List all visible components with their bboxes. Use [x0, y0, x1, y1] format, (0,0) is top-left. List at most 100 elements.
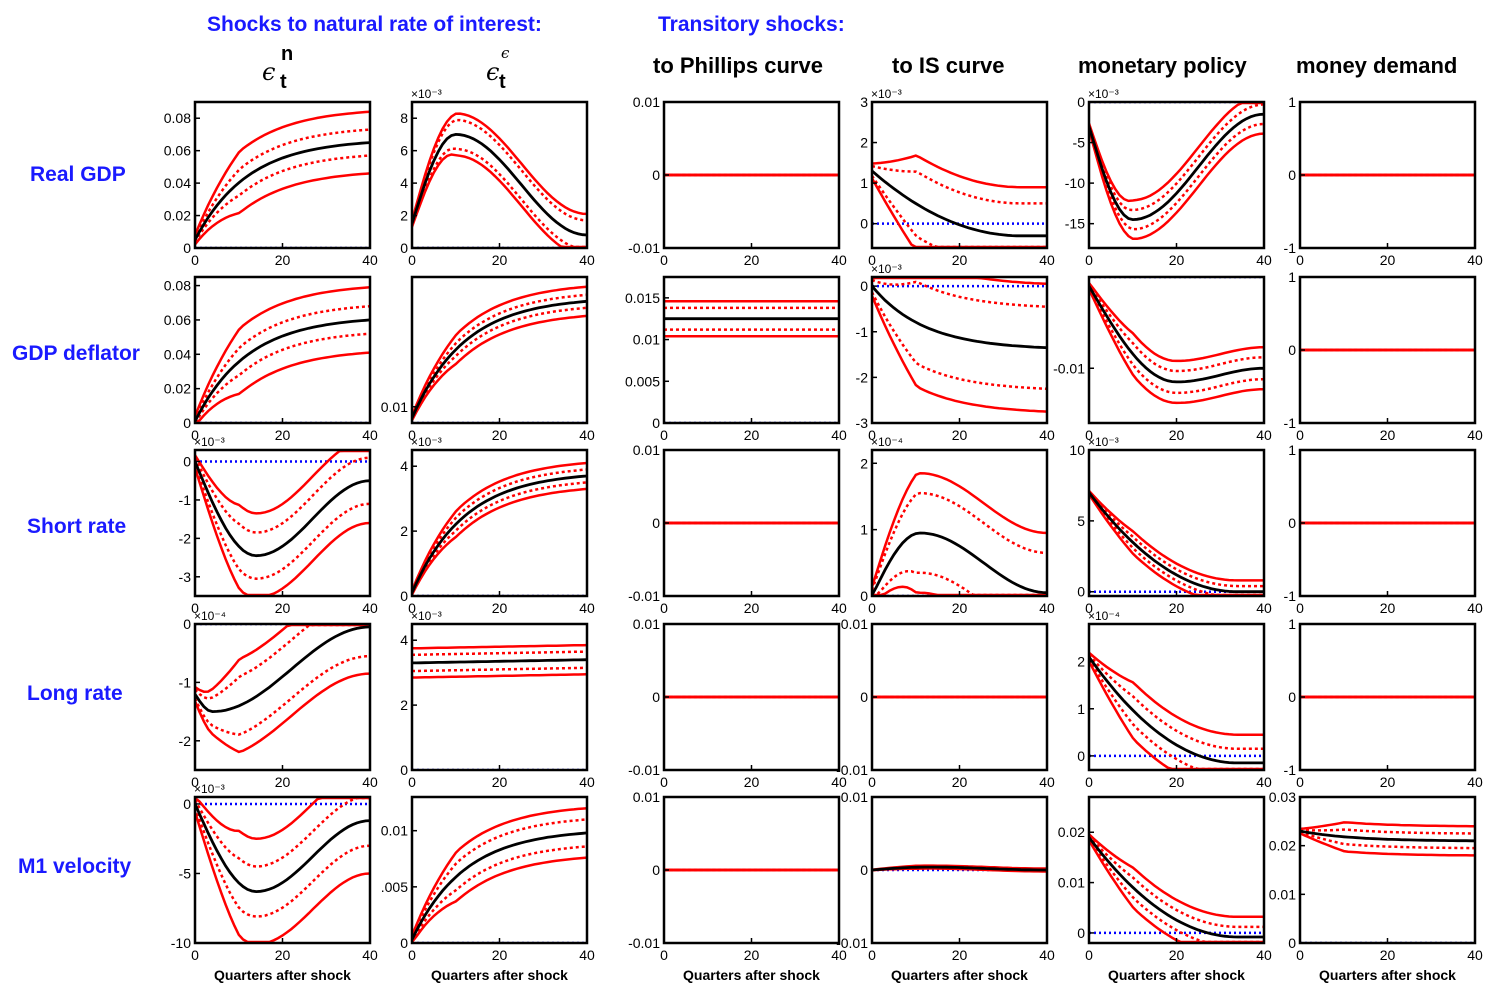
y-tick-label: -0.01	[628, 935, 660, 951]
y-tick-label: -10	[1065, 175, 1085, 191]
inner-band-lower	[195, 154, 370, 243]
outer-band-lower	[1089, 660, 1264, 770]
panel-plot-area	[412, 461, 587, 596]
x-tick-label: 40	[1256, 252, 1272, 268]
panel-plot-area	[872, 864, 1047, 873]
outer-band-upper	[1089, 651, 1264, 736]
x-tick-label: 40	[1467, 600, 1483, 616]
median-line	[412, 831, 587, 941]
outer-band-lower	[195, 672, 370, 754]
y-tick-label: 0	[1288, 342, 1296, 358]
x-tick-label: 0	[868, 427, 876, 443]
x-tick-label: 0	[191, 947, 199, 963]
y-tick-label: 0	[860, 216, 868, 232]
x-tick-label: 0	[1296, 947, 1304, 963]
x-tick-label: 20	[1380, 252, 1396, 268]
x-tick-label: 20	[1169, 774, 1185, 790]
y-tick-label: 6	[400, 143, 408, 159]
x-tick-label: 0	[408, 600, 416, 616]
x-tick-label: 0	[408, 427, 416, 443]
x-tick-label: 20	[744, 774, 760, 790]
y-tick-label: 3	[860, 94, 868, 110]
x-tick-label: 0	[1296, 427, 1304, 443]
eps-eps-subscript: t	[499, 71, 506, 93]
outer-band-lower	[195, 351, 370, 423]
inner-band-lower	[1089, 492, 1264, 596]
y-tick-label: 0	[400, 240, 408, 256]
x-tick-label: 0	[1296, 774, 1304, 790]
eps-n-symbol: ϵ	[262, 58, 275, 86]
x-tick-label: 40	[1039, 947, 1055, 963]
panel-r2-c0: -3 -2 -1 0 0 20 40 ×10⁻³	[179, 435, 378, 616]
y-tick-label: -3	[856, 415, 869, 431]
x-tick-label: 20	[744, 427, 760, 443]
y-tick-label: 0.02	[164, 208, 191, 224]
x-tick-label: 40	[831, 427, 847, 443]
y-scale-label: ×10⁻³	[411, 435, 442, 449]
panel-r0-c4: -15 -10 -5 0 0 20 40 ×10⁻³	[1065, 87, 1272, 268]
median-line	[1300, 829, 1475, 843]
y-tick-label: 0.005	[625, 373, 660, 389]
outer-band-upper	[1089, 282, 1264, 363]
y-tick-label: 1	[1288, 94, 1296, 110]
y-scale-label: ×10⁻⁴	[1088, 609, 1120, 623]
axes-box	[662, 275, 841, 425]
y-tick-label: 1	[860, 522, 868, 538]
outer-band-upper	[1089, 489, 1264, 582]
outer-band-upper	[412, 461, 587, 592]
panel-r4-c4: 0 0.01 0.02 0 20 40 Quarters after shock	[1058, 795, 1272, 983]
inner-band-lower	[412, 481, 587, 595]
y-tick-label: 0	[183, 796, 191, 812]
panel-r2-c4: 0 5 10 0 20 40 ×10⁻³	[1069, 435, 1272, 616]
inner-band-upper	[412, 818, 587, 939]
median-line	[412, 474, 587, 594]
x-tick-label: 40	[1256, 427, 1272, 443]
x-tick-label: 20	[952, 427, 968, 443]
y-tick-label: 0	[1288, 935, 1296, 951]
outer-band-upper	[195, 110, 370, 236]
y-tick-label: 0	[183, 616, 191, 632]
y-tick-label: 0	[652, 167, 660, 183]
median-line	[195, 141, 370, 241]
x-tick-label: 20	[1380, 947, 1396, 963]
y-tick-label: 8	[400, 110, 408, 126]
x-tick-label: 20	[952, 252, 968, 268]
y-tick-label: 0	[1288, 689, 1296, 705]
y-tick-label: 0	[652, 689, 660, 705]
y-tick-label: 0	[652, 515, 660, 531]
inner-band-upper	[1089, 653, 1264, 751]
panel-plot-area	[195, 110, 370, 248]
y-tick-label: 0.08	[164, 278, 191, 294]
y-tick-label: -1	[1284, 762, 1297, 778]
header-natural-rate: Shocks to natural rate of interest:	[207, 13, 542, 36]
median-line	[872, 531, 1047, 596]
y-tick-label: 0	[1077, 748, 1085, 764]
y-tick-label: 0.04	[164, 346, 191, 362]
y-scale-label: ×10⁻³	[411, 609, 442, 623]
x-tick-label: 0	[1296, 252, 1304, 268]
x-tick-label: 20	[744, 947, 760, 963]
inner-band-lower	[412, 666, 587, 673]
y-tick-label: 2	[860, 455, 868, 471]
y-tick-label: 0	[183, 240, 191, 256]
axes-box	[193, 622, 372, 772]
y-tick-label: -2	[856, 369, 869, 385]
inner-band-upper	[195, 456, 370, 534]
panel-r1-c4: -0.01 0 20 40	[1053, 275, 1272, 443]
x-tick-label: 0	[660, 947, 668, 963]
x-tick-label: 20	[275, 947, 291, 963]
y-tick-label: -5	[1073, 135, 1086, 151]
y-tick-label: 0	[1288, 515, 1296, 531]
outer-band-upper	[872, 471, 1047, 588]
x-tick-label: 40	[579, 774, 595, 790]
y-tick-label: -1	[1284, 415, 1297, 431]
y-tick-label: 0.01	[841, 616, 868, 632]
x-tick-label: 40	[1039, 252, 1055, 268]
y-tick-label: 0.01	[381, 823, 408, 839]
